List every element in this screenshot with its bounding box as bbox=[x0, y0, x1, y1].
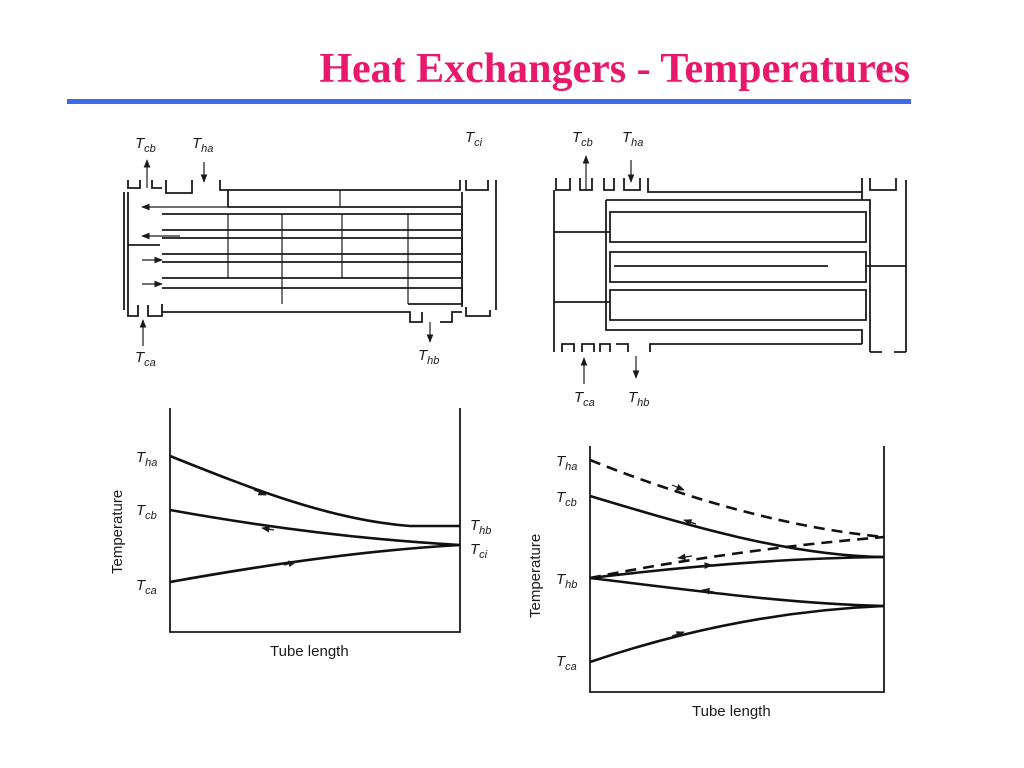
axis-label-Tca: Tca bbox=[556, 653, 577, 673]
axis-label-Tha: Tha bbox=[556, 453, 577, 473]
curve-cold-pass-1 bbox=[589, 494, 885, 559]
label-Tca-left: Tca bbox=[135, 349, 156, 369]
curve-cold-pass-3 bbox=[589, 576, 885, 608]
axis-label-Tci: Tci bbox=[470, 541, 488, 561]
plot-frame bbox=[169, 408, 461, 633]
axis-label-Tha: Tha bbox=[136, 449, 157, 469]
label-Tha-left: Tha bbox=[192, 135, 213, 155]
label-Tca-right: Tca bbox=[574, 389, 595, 409]
curve-hot bbox=[169, 454, 460, 528]
axis-label-Tca: Tca bbox=[136, 577, 157, 597]
plot-frame bbox=[589, 446, 885, 693]
right-header bbox=[461, 180, 497, 310]
exchanger-diagram-left: Tcb Tha Tci Tca Thb bbox=[123, 129, 497, 369]
shell-bottom bbox=[127, 304, 491, 323]
label-Tci-left: Tci bbox=[465, 129, 483, 149]
label-Tha-right: Tha bbox=[622, 129, 643, 149]
curve-cold-return bbox=[169, 508, 461, 547]
label-Tcb-right: Tcb bbox=[572, 129, 593, 149]
curve-cold-pass-2 bbox=[589, 555, 885, 580]
axis-label-Tcb: Tcb bbox=[136, 502, 157, 522]
axis-label-Thb: Thb bbox=[470, 517, 491, 537]
curve-hot-pass-2 bbox=[589, 535, 885, 580]
tube-row-3 bbox=[609, 289, 867, 321]
y-axis-title: Temperature bbox=[527, 534, 544, 618]
tube-row-2 bbox=[162, 237, 463, 255]
tube-row-1 bbox=[609, 211, 867, 243]
shell-top bbox=[127, 180, 489, 207]
y-axis-title: Temperature bbox=[109, 490, 126, 574]
left-header bbox=[123, 192, 129, 310]
axis-label-Thb: Thb bbox=[556, 571, 577, 591]
shell-bottom bbox=[561, 343, 906, 353]
axis-label-Tcb: Tcb bbox=[556, 489, 577, 509]
x-axis-title: Tube length bbox=[692, 703, 771, 720]
x-axis-title: Tube length bbox=[270, 643, 349, 660]
curve-hot-pass-1 bbox=[589, 458, 885, 539]
exchanger-diagram-right: Tcb Tha Tca Thb bbox=[553, 129, 907, 409]
title-underline bbox=[67, 99, 911, 104]
curve-cold-pass-4 bbox=[589, 604, 885, 664]
tube-row-2 bbox=[609, 251, 867, 283]
temperature-plot-left: Tha Tcb Tca Thb Tci Temperature Tube len… bbox=[109, 408, 491, 660]
shell-top bbox=[555, 178, 897, 193]
slide-title: Heat Exchangers - Temperatures bbox=[319, 46, 910, 92]
tube-row-1 bbox=[162, 213, 463, 231]
tube-row-4 bbox=[162, 287, 463, 305]
curve-cold-inlet bbox=[169, 543, 461, 584]
label-Thb-right: Thb bbox=[628, 389, 649, 409]
temperature-plot-right: Tha Tcb Thb Tca Temperature Tube length bbox=[527, 446, 885, 720]
tube-row-3 bbox=[162, 261, 463, 279]
label-Thb-left: Thb bbox=[418, 347, 439, 367]
label-Tcb-left: Tcb bbox=[135, 135, 156, 155]
